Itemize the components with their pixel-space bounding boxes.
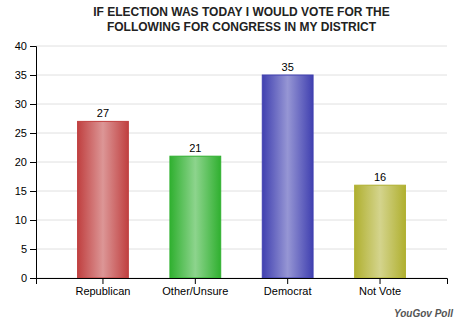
y-tick: 5: [21, 243, 36, 255]
y-tick-label: 20: [15, 156, 27, 168]
y-tick: 30: [15, 98, 36, 110]
data-labels: 27 21 35 16: [97, 61, 386, 183]
y-tick-label: 25: [15, 127, 27, 139]
y-tick-mark: [30, 104, 36, 105]
y-tick-mark: [30, 191, 36, 192]
data-label: 16: [374, 171, 386, 183]
y-tick: 10: [15, 214, 36, 226]
title: IF ELECTION WAS TODAY I WOULD VOTE FOR T…: [93, 5, 389, 34]
y-tick: 40: [15, 40, 36, 52]
x-tick-label: Not Vote: [359, 285, 401, 297]
title-line: FOLLOWING FOR CONGRESS IN MY DISTRICT: [107, 20, 377, 34]
y-axis-line: [30, 47, 37, 279]
y-tick-label: 15: [15, 185, 27, 197]
bar: [262, 75, 313, 278]
y-tick-mark: [30, 46, 36, 47]
x-tick-label: Democrat: [264, 285, 312, 297]
data-label: 35: [282, 61, 294, 73]
bar: [78, 121, 129, 278]
x-tick-label: Republican: [75, 285, 130, 297]
x-tick-mark: [195, 278, 196, 284]
y-tick: 20: [15, 156, 36, 168]
data-label: 21: [189, 142, 201, 154]
y-tick: 25: [15, 127, 36, 139]
y-tick: 0: [21, 272, 36, 284]
x-tick-label: Other/Unsure: [162, 285, 228, 297]
grid-line: [36, 75, 447, 76]
grid-line: [36, 46, 447, 47]
y-tick-mark: [30, 278, 36, 279]
y-axis: 0 5 10 15 20 25 30 35 40: [15, 40, 37, 284]
data-label: 27: [97, 107, 109, 119]
x-tick: Other/Unsure: [162, 278, 228, 297]
bar: [170, 156, 221, 278]
chart: 27 21 35 16 Republican Other/Unsure Democrat No…: [0, 0, 459, 322]
x-axis: Republican Other/Unsure Democrat Not Vote: [37, 278, 448, 297]
x-axis-line: [37, 279, 448, 285]
y-tick-mark: [30, 162, 36, 163]
y-tick-label: 40: [15, 40, 27, 52]
bars: [78, 75, 406, 278]
y-tick-label: 35: [15, 69, 27, 81]
x-tick-mark: [102, 278, 103, 284]
x-tick: Not Vote: [359, 278, 401, 297]
x-tick-mark: [287, 278, 288, 284]
y-tick-mark: [30, 133, 36, 134]
x-tick-mark: [380, 278, 381, 284]
x-tick: Republican: [75, 278, 130, 297]
y-tick-label: 30: [15, 98, 27, 110]
y-tick-mark: [30, 249, 36, 250]
annotation: YouGov Poll: [394, 308, 453, 319]
grid: [36, 46, 447, 278]
title-line: IF ELECTION WAS TODAY I WOULD VOTE FOR T…: [93, 5, 389, 19]
y-tick-mark: [30, 75, 36, 76]
y-tick-label: 10: [15, 214, 27, 226]
y-tick-label: 5: [21, 243, 27, 255]
y-tick: 15: [15, 185, 36, 197]
y-tick-mark: [30, 220, 36, 221]
x-tick: Democrat: [264, 278, 312, 297]
bar: [355, 185, 406, 278]
grid-line: [36, 104, 447, 105]
y-tick: 35: [15, 69, 36, 81]
y-tick-label: 0: [21, 272, 27, 284]
